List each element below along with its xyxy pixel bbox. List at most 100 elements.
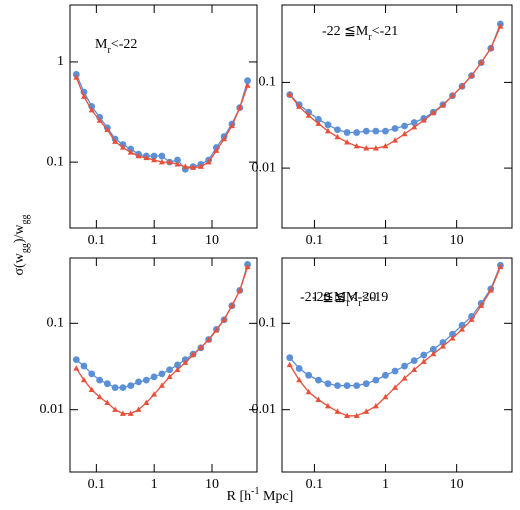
point (143, 154, 150, 161)
point (324, 121, 332, 129)
x-tick-label: 0.1 (306, 233, 324, 248)
point (382, 371, 389, 379)
y-tick-label: 0.01 (252, 402, 277, 417)
plot-frame (69, 4, 258, 229)
point (296, 103, 303, 109)
point (295, 365, 303, 372)
annotation: Mr<-22 (95, 37, 137, 56)
point (182, 359, 189, 365)
point (213, 147, 220, 153)
point (80, 93, 87, 99)
point (315, 376, 322, 384)
y-axis-label-part: σ(w (12, 252, 27, 275)
annotation-part: <-20 (350, 290, 377, 305)
point (190, 164, 197, 170)
point (88, 386, 95, 392)
point (158, 370, 166, 378)
y-tick-label: 0.1 (259, 75, 277, 90)
point (88, 106, 95, 113)
x-tick-label: 1 (151, 233, 158, 248)
annotation-part: <-22 (111, 37, 138, 52)
point (72, 356, 80, 364)
point (151, 156, 158, 163)
point (478, 302, 485, 308)
point (150, 152, 158, 160)
point (430, 109, 437, 116)
point (151, 391, 158, 397)
x-tick-label: 1 (382, 233, 389, 248)
point (103, 380, 111, 388)
x-axis-label-part: R [h (227, 489, 252, 504)
point (127, 149, 134, 155)
point (244, 263, 251, 270)
y-axis-label-part: gg (20, 243, 31, 253)
point (197, 344, 204, 351)
point (112, 138, 119, 144)
point (205, 158, 212, 165)
point (343, 129, 351, 136)
y-tick-label: 0.01 (252, 160, 277, 175)
point (315, 396, 322, 403)
point (353, 129, 361, 136)
point (449, 335, 456, 341)
x-tick-label: 10 (450, 477, 464, 492)
point (420, 358, 427, 364)
point (213, 327, 220, 333)
point (324, 380, 332, 388)
point (468, 72, 475, 78)
point (104, 126, 111, 133)
point (73, 74, 80, 80)
point (334, 133, 341, 140)
point (119, 410, 126, 416)
point (228, 302, 235, 308)
point (382, 143, 389, 149)
x-tick-label: 0.1 (88, 233, 106, 248)
point (143, 399, 150, 406)
point (236, 104, 243, 110)
point (343, 382, 351, 390)
point (401, 122, 408, 130)
point (439, 102, 446, 108)
point (190, 351, 197, 358)
point (174, 366, 181, 372)
point (344, 139, 351, 145)
y-axis-label-part: )/w (12, 224, 27, 244)
point (497, 263, 504, 270)
point (315, 120, 322, 126)
point (372, 127, 380, 135)
point (286, 361, 293, 368)
point (401, 362, 408, 370)
point (221, 135, 228, 142)
point (305, 371, 313, 379)
x-tick-label: 1 (151, 477, 158, 492)
point (372, 402, 379, 409)
point (88, 370, 96, 378)
annotation-part: r (346, 298, 350, 309)
point (205, 336, 212, 343)
point (410, 119, 418, 126)
point (391, 125, 399, 132)
point (305, 388, 312, 395)
y-tick-label: 0.01 (40, 402, 65, 417)
point (411, 124, 418, 130)
point (228, 122, 235, 129)
point (334, 126, 341, 134)
point (286, 354, 294, 362)
point (305, 112, 312, 118)
point (392, 384, 399, 390)
point (158, 152, 166, 160)
y-tick-label: 1 (57, 54, 64, 69)
point (420, 117, 427, 123)
x-tick-label: 1 (382, 477, 389, 492)
point (174, 161, 181, 167)
point (158, 158, 165, 165)
point (96, 376, 104, 384)
y-axis-label-part: gg (20, 215, 31, 225)
point (392, 137, 399, 143)
point (236, 287, 243, 293)
point (80, 376, 87, 383)
point (166, 373, 173, 380)
annotation: -22 ≦Mr<-21 (322, 24, 398, 43)
point (449, 92, 456, 98)
y-tick-label: 0.1 (47, 316, 65, 331)
